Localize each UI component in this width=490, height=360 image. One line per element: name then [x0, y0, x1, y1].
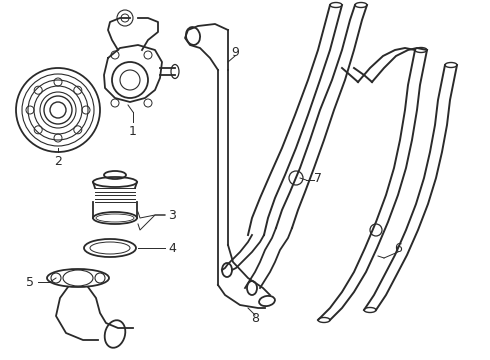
Text: 5: 5	[26, 275, 34, 288]
Text: 8: 8	[251, 311, 259, 324]
Text: 6: 6	[394, 242, 402, 255]
Text: 9: 9	[231, 45, 239, 59]
Text: 7: 7	[314, 171, 322, 185]
Text: 4: 4	[168, 242, 176, 255]
Text: 2: 2	[54, 155, 62, 168]
Text: 1: 1	[129, 125, 137, 138]
Text: 3: 3	[168, 208, 176, 221]
